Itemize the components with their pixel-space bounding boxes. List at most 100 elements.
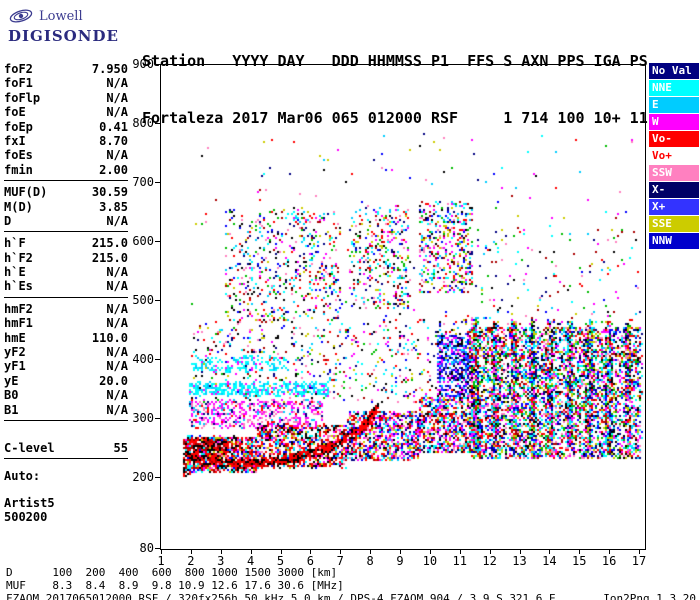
param-row: D N/A [4, 214, 128, 228]
param-value: N/A [106, 213, 128, 228]
parameter-panel: foF2 7.950 foF1 N/A foFlp N/A foE N/A foEp 0.41 fx… [4, 62, 128, 532]
legend-item-vo+: Vo+ [649, 148, 699, 164]
param-group-1: MUF(D) 30.59 M(D) 3.85 D N/A [4, 185, 128, 233]
param-value: N/A [106, 345, 128, 360]
param-label: h`F [4, 236, 26, 251]
param-group-2: h`F 215.0 h`F2 215.0 h`E N/A h`Es N/A [4, 236, 128, 298]
x-axis-label: 1 [157, 554, 165, 568]
param-value: N/A [106, 279, 128, 294]
legend-item-vo-: Vo- [649, 131, 699, 147]
param-label: fmin [4, 162, 33, 177]
x-axis-label: 6 [306, 554, 314, 568]
param-group-4: C-level 55 [4, 441, 128, 460]
legend-item-x-: X- [649, 182, 699, 198]
param-value: N/A [106, 90, 128, 105]
param-value: N/A [106, 359, 128, 374]
x-axis-label: 2 [187, 554, 195, 568]
y-axis-label: 80 [139, 541, 154, 555]
legend-item-x+: X+ [649, 199, 699, 215]
y-axis-label: 300 [132, 411, 154, 426]
param-label: foF1 [4, 76, 33, 91]
ionogram-plot [160, 64, 646, 550]
param-row: B0 N/A [4, 388, 128, 402]
param-row: h`F 215.0 [4, 236, 128, 250]
logo-digisonde-text: DIGISONDE [8, 27, 119, 45]
param-value: 20.0 [99, 373, 128, 388]
param-label: yF2 [4, 345, 26, 360]
param-label: Auto: [4, 469, 41, 484]
param-value: N/A [106, 402, 128, 417]
digisonde-logo: Lowell DIGISONDE [8, 6, 133, 46]
legend-item-no-val: No Val [649, 63, 699, 79]
param-row: C-level 55 [4, 441, 128, 455]
y-axis-label: 200 [132, 470, 154, 485]
x-axis-label: 5 [276, 554, 285, 568]
x-axis-label: 12 [482, 554, 497, 568]
param-value: 3.85 [99, 199, 128, 214]
y-axis-label: 800 [132, 116, 154, 131]
param-label: h`E [4, 265, 26, 280]
legend-item-nnw: NNW [649, 233, 699, 249]
doppler-legend: No Val NNE E W Vo- Vo+ SSW X- X+ SSE NNW [649, 63, 699, 250]
param-row: 500200 [4, 510, 128, 524]
y-axis-label: 700 [132, 175, 154, 190]
param-row: MUF(D) 30.59 [4, 185, 128, 199]
param-row: foEs N/A [4, 148, 128, 162]
param-label: yF1 [4, 359, 26, 374]
legend-item-w: W [649, 114, 699, 130]
param-label: yE [4, 373, 19, 388]
param-label: Artist5 [4, 495, 55, 510]
param-value: 215.0 [91, 250, 128, 265]
x-axis-label: 4 [247, 554, 255, 568]
param-row: foF2 7.950 [4, 62, 128, 76]
param-group-0: foF2 7.950 foF1 N/A foFlp N/A foE N/A foEp 0.41 fx… [4, 62, 128, 182]
param-label: foF2 [4, 62, 33, 76]
param-row: foE N/A [4, 105, 128, 119]
param-value: 8.70 [99, 133, 128, 148]
param-label: M(D) [4, 199, 33, 214]
param-label: hmF1 [4, 316, 33, 331]
param-label: hmE [4, 330, 26, 345]
logo-top: Lowell [8, 6, 133, 26]
x-axis-label: 11 [452, 554, 467, 568]
param-row: Artist5 [4, 496, 128, 510]
param-group-5: Auto: Artist5 500200 [4, 469, 128, 527]
x-axis-labels: 1 2 3 4 5 6 7 8 9 10 11 12 13 14 15 16 17 [157, 554, 647, 568]
param-row: hmF1 N/A [4, 316, 128, 330]
param-label: 500200 [4, 510, 48, 525]
x-axis-label: 3 [217, 554, 225, 568]
file-info-text: FZAOM_2017065012000.RSF / 320fx256h 50 k… [6, 592, 556, 600]
param-group-3: hmF2 N/A hmF1 N/A hmE 110.0 yF2 N/A yF1 N/A yE 20.0… [4, 302, 128, 421]
param-label: foEp [4, 119, 33, 134]
param-value: 110.0 [91, 330, 128, 345]
param-label: B0 [4, 388, 19, 403]
y-axis-label: 600 [132, 234, 154, 249]
param-row: foEp 0.41 [4, 120, 128, 134]
param-label: h`F2 [4, 250, 33, 265]
param-value: 0.41 [99, 119, 128, 134]
param-value: 30.59 [91, 185, 128, 200]
param-label: foE [4, 105, 26, 120]
param-row: yE 20.0 [4, 374, 128, 388]
param-value: 2.00 [99, 162, 128, 177]
param-row: h`E N/A [4, 265, 128, 279]
ionogram-canvas [161, 65, 645, 549]
x-axis-label: 15 [572, 554, 587, 568]
param-row: Auto: [4, 469, 128, 483]
y-axis-label: 500 [132, 293, 154, 308]
x-axis-label: 17 [631, 554, 647, 568]
x-axis-label: 14 [542, 554, 557, 568]
x-axis-label: 7 [336, 554, 344, 568]
param-label: foFlp [4, 90, 41, 105]
muf-row: MUF 8.3 8.4 8.9 9.8 10.9 12.6 17.6 30.6 … [6, 579, 344, 592]
param-value: N/A [106, 388, 128, 403]
file-info-row: FZAOM_2017065012000.RSF / 320fx256h 50 k… [6, 592, 696, 600]
param-value: N/A [106, 105, 128, 120]
lowell-globe-icon [9, 9, 33, 23]
param-value: 215.0 [91, 236, 128, 251]
param-row: fmin 2.00 [4, 163, 128, 177]
param-value: N/A [106, 76, 128, 91]
param-row: yF1 N/A [4, 359, 128, 373]
param-label: B1 [4, 402, 19, 417]
param-row: foFlp N/A [4, 91, 128, 105]
